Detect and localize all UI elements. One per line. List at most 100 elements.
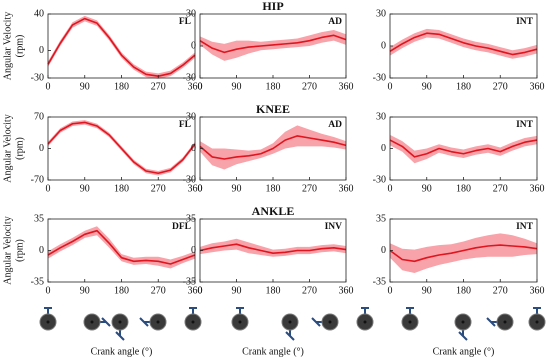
- x-tick-label: 90: [422, 183, 432, 194]
- pedal: [101, 317, 111, 327]
- pedal-icon: [486, 313, 514, 331]
- band: [390, 134, 537, 164]
- x-tick-label: 0: [388, 81, 393, 92]
- row-title: ANKLE: [252, 204, 295, 218]
- y-tick-label: -30: [373, 72, 386, 83]
- x-tick-label: 0: [198, 183, 203, 194]
- x-tick-label: 0: [198, 81, 203, 92]
- x-tick-label: 90: [80, 285, 90, 296]
- x-axis-label: Crank angle (°): [91, 346, 153, 357]
- band: [48, 226, 195, 269]
- y-axis-label: Angular Velocity: [2, 216, 13, 284]
- band: [390, 233, 537, 273]
- panel-label: DFL: [172, 222, 191, 232]
- pedal-icon: [311, 313, 339, 331]
- mean-line: [199, 135, 347, 160]
- hub: [288, 320, 292, 324]
- hub: [535, 320, 539, 324]
- y-tick-label: -35: [373, 276, 386, 287]
- x-tick-label: 90: [80, 81, 90, 92]
- y-tick-label: -70: [31, 174, 44, 185]
- y-tick-label: 0: [381, 245, 386, 256]
- y-tick-label: -30: [183, 174, 196, 185]
- pedal: [115, 331, 125, 341]
- y-tick-label: 0: [39, 245, 44, 256]
- x-tick-label: 180: [266, 81, 281, 92]
- y-tick-label: -30: [31, 72, 44, 83]
- panel-label: INV: [325, 222, 343, 232]
- panel-label: AD: [328, 120, 342, 130]
- x-tick-label: 90: [80, 183, 90, 194]
- x-tick-label: 180: [456, 285, 471, 296]
- hub: [118, 320, 122, 324]
- y-tick-label: 0: [381, 143, 386, 154]
- pedal-icon: [111, 313, 129, 341]
- band: [200, 238, 346, 257]
- y-tick-label: 0: [191, 143, 196, 154]
- x-tick-label: 270: [493, 285, 508, 296]
- hub: [156, 320, 160, 324]
- hub: [461, 320, 465, 324]
- panel-label: FL: [179, 17, 191, 27]
- x-tick-label: 90: [232, 183, 242, 194]
- x-tick-label: 360: [530, 285, 545, 296]
- x-tick-label: 360: [188, 183, 203, 194]
- x-tick-label: 180: [266, 285, 281, 296]
- hub: [363, 320, 367, 324]
- x-tick-label: 360: [339, 81, 354, 92]
- x-tick-label: 360: [339, 285, 354, 296]
- pedal: [285, 331, 295, 341]
- mean-line: [389, 32, 538, 56]
- x-tick-label: 270: [493, 183, 508, 194]
- x-tick-label: 90: [232, 81, 242, 92]
- pedal-icon: [184, 307, 202, 331]
- y-axis-label: Angular Velocity: [2, 114, 13, 182]
- x-tick-label: 180: [456, 183, 471, 194]
- y-tick-label: 0: [39, 143, 44, 154]
- mean-line: [47, 121, 196, 175]
- y-tick-label: 30: [376, 8, 386, 19]
- x-tick-label: 0: [198, 285, 203, 296]
- row-title: HIP: [262, 0, 283, 13]
- x-tick-label: 270: [151, 183, 166, 194]
- y-tick-label: 0: [381, 40, 386, 51]
- pedal-icon: [401, 307, 419, 331]
- y-axis-label: Angular Velocity: [2, 12, 13, 80]
- y-tick-label: -30: [183, 72, 196, 83]
- pedal: [486, 317, 496, 327]
- panel-label: INT: [516, 222, 534, 232]
- y-tick-label: 30: [186, 111, 196, 122]
- mean-line: [47, 229, 196, 265]
- hub: [90, 320, 94, 324]
- x-tick-label: 360: [188, 285, 203, 296]
- pedal-icon: [231, 307, 249, 331]
- x-tick-label: 0: [388, 285, 393, 296]
- y-tick-label: 35: [186, 213, 196, 224]
- mean-line: [199, 243, 347, 254]
- pedal-icon: [281, 313, 299, 341]
- pedal: [139, 317, 149, 327]
- y-tick-label: 0: [191, 245, 196, 256]
- x-tick-label: 270: [302, 183, 317, 194]
- x-tick-label: 360: [339, 183, 354, 194]
- y-tick-label: -35: [183, 276, 196, 287]
- pedal-icon: [528, 307, 546, 331]
- y-tick-label: 70: [34, 111, 44, 122]
- x-tick-label: 270: [302, 285, 317, 296]
- x-tick-label: 0: [46, 183, 51, 194]
- y-tick-label: 30: [186, 8, 196, 19]
- y-tick-label: 30: [376, 111, 386, 122]
- y-axis-label: (rpm): [14, 137, 25, 160]
- x-tick-label: 90: [422, 81, 432, 92]
- y-tick-label: -30: [373, 174, 386, 185]
- x-tick-label: 90: [232, 285, 242, 296]
- x-axis-label: Crank angle (°): [433, 346, 495, 357]
- pedal-icon: [83, 313, 111, 331]
- row-title: KNEE: [256, 102, 290, 116]
- mean-line: [47, 17, 196, 77]
- x-tick-label: 90: [422, 285, 432, 296]
- mean-line: [389, 244, 538, 263]
- hub: [191, 320, 195, 324]
- pedal-icon: [139, 313, 167, 331]
